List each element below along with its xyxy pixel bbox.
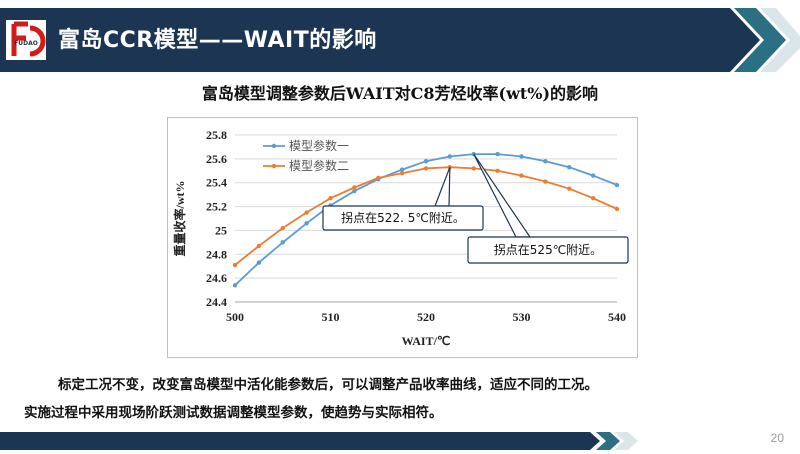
data-point bbox=[352, 185, 357, 190]
y-tick-label: 25.6 bbox=[206, 152, 227, 166]
legend-label: 模型参数一 bbox=[289, 138, 349, 153]
y-axis-label: 重量收率/wt% bbox=[172, 181, 187, 257]
data-point bbox=[567, 186, 572, 191]
y-tick-label: 25.2 bbox=[206, 200, 227, 214]
page-number: 20 bbox=[770, 431, 784, 445]
logo-text: FUDAO bbox=[14, 40, 38, 47]
data-point bbox=[399, 167, 405, 172]
legend-marker bbox=[271, 163, 277, 169]
data-point bbox=[304, 210, 309, 215]
body-text-line-2: 实施过程中采用现场阶跃测试数据调整模型参数，使趋势与实际相符。 bbox=[24, 405, 443, 421]
data-point bbox=[256, 243, 262, 249]
y-tick-label: 25.8 bbox=[206, 128, 227, 142]
data-point bbox=[590, 196, 596, 201]
chart-area: 24.4 24.6 24.8 25 25.2 25.4 25.6 25.8 500 510 520 5… bbox=[167, 117, 638, 358]
x-tick-label: 530 bbox=[513, 310, 531, 324]
legend-label: 模型参数二 bbox=[289, 158, 349, 173]
company-logo: FUDAO bbox=[6, 20, 46, 60]
data-point bbox=[614, 206, 620, 212]
callout-pointer bbox=[434, 166, 451, 207]
data-point bbox=[614, 182, 620, 188]
callout-text: 拐点在522. 5℃附近。 bbox=[341, 210, 465, 225]
y-tick-label: 24.4 bbox=[206, 295, 227, 309]
y-tick-label: 25.4 bbox=[206, 176, 227, 190]
y-tick-label: 24.8 bbox=[206, 247, 227, 261]
data-point bbox=[495, 168, 500, 173]
data-point bbox=[328, 196, 333, 201]
data-point bbox=[471, 166, 476, 171]
data-point bbox=[280, 240, 285, 245]
data-point bbox=[447, 154, 453, 159]
x-tick-label: 500 bbox=[226, 310, 244, 324]
y-tick-label: 24.6 bbox=[206, 271, 227, 285]
x-tick-label: 540 bbox=[608, 310, 626, 324]
data-point bbox=[519, 173, 524, 178]
data-point bbox=[590, 173, 596, 178]
data-point bbox=[304, 221, 309, 226]
data-point bbox=[423, 166, 429, 171]
header-banner-shape bbox=[0, 8, 800, 72]
legend-marker bbox=[271, 143, 277, 149]
data-point bbox=[280, 225, 285, 231]
footer-bar bbox=[0, 428, 800, 450]
data-point bbox=[543, 179, 548, 184]
data-point bbox=[519, 154, 524, 159]
data-point bbox=[567, 165, 572, 170]
x-tick-label: 510 bbox=[322, 310, 340, 324]
line-chart: 24.4 24.6 24.8 25 25.2 25.4 25.6 25.8 500 510 520 5… bbox=[172, 128, 629, 348]
data-point bbox=[399, 170, 405, 176]
header-banner: FUDAO 富岛CCR模型——WAIT的影响 bbox=[0, 0, 800, 72]
data-point bbox=[423, 159, 429, 164]
data-point bbox=[232, 262, 238, 268]
page-title: 富岛CCR模型——WAIT的影响 bbox=[58, 28, 377, 53]
body-text-line-1: 标定工况不变，改变富岛模型中活化能参数后，可以调整产品收率曲线，适应不同的工况。 bbox=[58, 377, 598, 393]
data-point bbox=[543, 159, 548, 164]
data-point bbox=[376, 175, 381, 181]
x-axis-label: WAIT/℃ bbox=[402, 334, 451, 348]
data-point bbox=[495, 151, 500, 157]
callout-box bbox=[322, 205, 484, 231]
x-tick-label: 520 bbox=[417, 310, 435, 324]
callout-box bbox=[467, 236, 629, 264]
data-point bbox=[352, 188, 357, 194]
chart-title: 富岛模型调整参数后WAIT对C8芳烃收率(wt%)的影响 bbox=[201, 84, 599, 103]
data-point bbox=[232, 283, 238, 288]
callout-text: 拐点在525℃附近。 bbox=[494, 242, 602, 257]
y-tick-label: 25 bbox=[215, 223, 227, 237]
data-point bbox=[256, 260, 262, 265]
